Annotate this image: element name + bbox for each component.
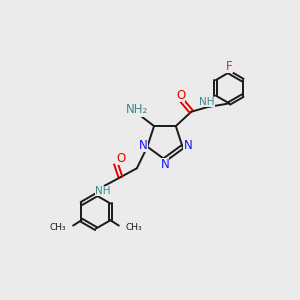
Text: NH₂: NH₂ (126, 103, 148, 116)
Text: N: N (160, 158, 169, 171)
Text: N: N (139, 140, 148, 152)
Text: CH₃: CH₃ (125, 223, 142, 232)
Text: F: F (226, 60, 232, 73)
Text: NH: NH (199, 97, 214, 107)
Text: NH: NH (95, 186, 110, 196)
Text: N: N (184, 139, 192, 152)
Text: O: O (116, 152, 126, 165)
Text: CH₃: CH₃ (50, 223, 67, 232)
Text: O: O (176, 89, 185, 102)
